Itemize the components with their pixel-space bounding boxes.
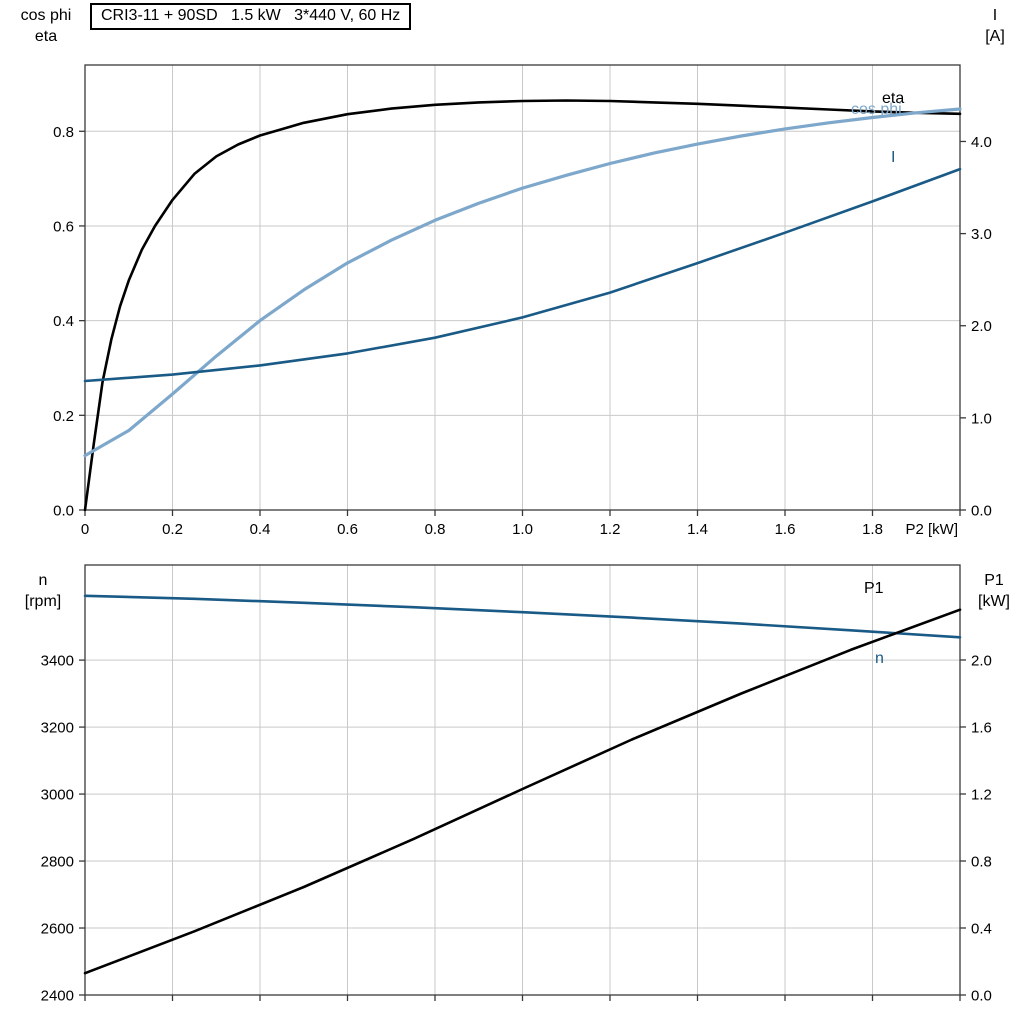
tick-label: 0 [81,521,89,538]
tick-label: 0.8 [425,521,446,538]
tick-label: 0.4 [53,313,74,330]
tick-label: 2.0 [971,318,992,335]
tick-label: 1.0 [971,410,992,427]
series-label-n: n [875,650,884,667]
axis-title-current: I [992,7,998,24]
tick-label: 0.0 [971,988,992,1005]
axis-title-eta: eta [34,28,58,45]
tick-label: 0.2 [162,521,183,538]
bottom-chart-right-axis-title: P1 [kW] [970,570,1018,612]
tick-label: 0.2 [53,408,74,425]
tick-label: 1.6 [971,719,992,736]
tick-label: 0.8 [971,853,992,870]
tick-label: 0.6 [53,218,74,235]
tick-label: 1.8 [862,521,883,538]
tick-label: 2800 [41,854,74,871]
tick-label: 4.0 [971,134,992,151]
series-curve-P1 [83,608,962,975]
series-label-P1: P1 [864,580,884,597]
tick-label: 2400 [41,988,74,1005]
chart-title-box: CRI3-11 + 90SD 1.5 kW 3*440 V, 60 Hz [90,3,412,30]
tick-label: 1.4 [687,521,708,538]
tick-label: 0.0 [53,503,74,520]
bottom-chart-left-axis-title: n [rpm] [6,570,80,612]
axis-title-p1-unit: [kW] [978,593,1010,610]
series-label-eta: eta [882,90,904,107]
top-chart-right-axis-title: I [A] [974,5,1016,47]
axis-title-cos-phi: cos phi [20,7,72,24]
tick-label: 1.6 [775,521,796,538]
axis-title-current-unit: [A] [985,28,1005,45]
series-curve-I [83,167,962,383]
tick-label: 2.0 [971,652,992,669]
axis-title-speed: n [38,572,48,589]
tick-label: 0.8 [53,124,74,141]
tick-label: 1.2 [600,521,621,538]
top-chart-left-axis-title: cos phi eta [6,5,86,47]
x-axis-label: P2 [kW] [905,521,958,538]
tick-label: 1.0 [512,521,533,538]
tick-label: 0.0 [971,503,992,520]
tick-label: 3400 [41,653,74,670]
series-label-I: I [891,149,895,166]
series-curve-eta [83,99,962,512]
series-curve-n [83,594,962,639]
axis-title-p1: P1 [984,572,1004,589]
tick-label: 2600 [41,921,74,938]
tick-label: 0.4 [250,521,271,538]
tick-label: 0.4 [971,920,992,937]
tick-label: 0.6 [337,521,358,538]
tick-label: 1.2 [971,786,992,803]
axis-title-speed-unit: [rpm] [24,593,62,610]
tick-label: 3200 [41,720,74,737]
tick-label: 3.0 [971,226,992,243]
tick-label: 3000 [41,787,74,804]
series-label-cos-phi: cos phi [851,101,902,118]
series-curve-cos-phi [83,107,962,458]
